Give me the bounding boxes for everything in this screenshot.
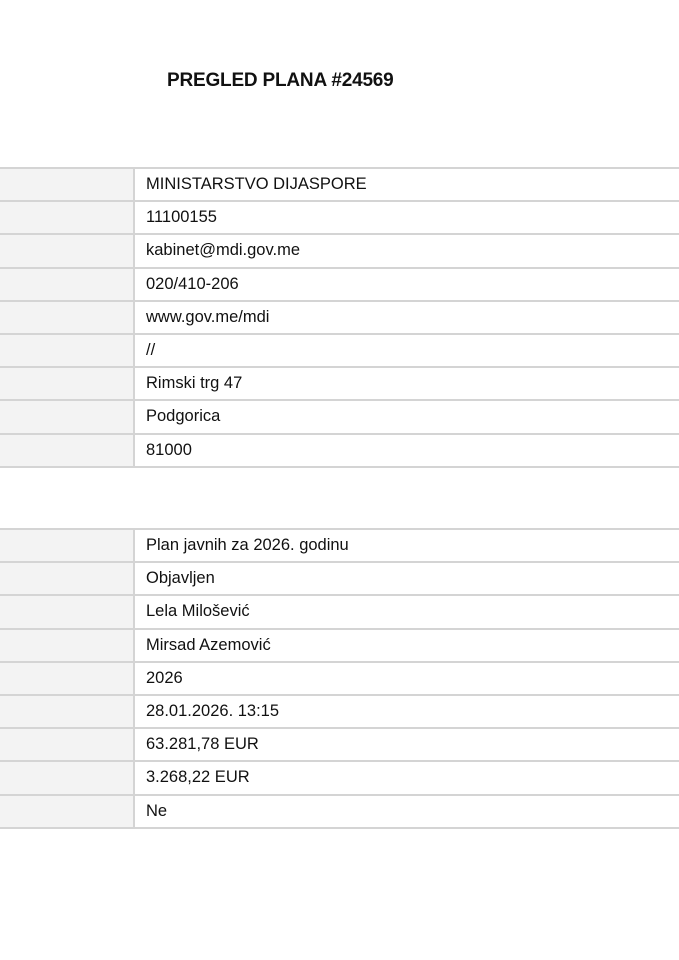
row-value-cell: 3.268,22 EUR bbox=[134, 760, 679, 796]
row-label-cell bbox=[0, 660, 135, 696]
row-value-cell: 63.281,78 EUR bbox=[134, 727, 679, 763]
row-label-cell bbox=[0, 166, 135, 203]
table-row: Rimski trg 47 bbox=[0, 366, 679, 402]
row-label-cell bbox=[0, 366, 135, 402]
row-label-cell bbox=[0, 793, 135, 829]
table-row: MINISTARSTVO DIJASPORE bbox=[0, 166, 679, 203]
row-label-cell bbox=[0, 399, 135, 435]
table-row: www.gov.me/mdi bbox=[0, 299, 679, 335]
table-row: Lela Milošević bbox=[0, 594, 679, 630]
institution-table: MINISTARSTVO DIJASPORE 11100155 kabinet@md… bbox=[0, 166, 679, 468]
row-value-cell: Rimski trg 47 bbox=[134, 366, 679, 402]
row-value-cell: Ne bbox=[134, 793, 679, 829]
table-row: 020/410-206 bbox=[0, 266, 679, 302]
table-row: Mirsad Azemović bbox=[0, 627, 679, 663]
row-value-cell: Plan javnih za 2026. godinu bbox=[134, 527, 679, 564]
table-row: kabinet@mdi.gov.me bbox=[0, 233, 679, 269]
row-value-cell: 28.01.2026. 13:15 bbox=[134, 693, 679, 730]
table-row: 28.01.2026. 13:15 bbox=[0, 693, 679, 730]
row-label-cell bbox=[0, 627, 135, 663]
table-row: Podgorica bbox=[0, 399, 679, 435]
row-value-cell: Podgorica bbox=[134, 399, 679, 435]
row-value-cell: 020/410-206 bbox=[134, 266, 679, 302]
row-value-cell: 2026 bbox=[134, 660, 679, 696]
row-label-cell bbox=[0, 760, 135, 796]
table-row: 63.281,78 EUR bbox=[0, 727, 679, 763]
row-label-cell bbox=[0, 561, 135, 597]
table-row: 11100155 bbox=[0, 200, 679, 236]
plan-table: Plan javnih za 2026. godinu Objavljen Lela… bbox=[0, 527, 679, 829]
row-label-cell bbox=[0, 432, 135, 468]
row-label-cell bbox=[0, 693, 135, 730]
row-value-cell: kabinet@mdi.gov.me bbox=[134, 233, 679, 269]
row-label-cell bbox=[0, 527, 135, 564]
table-row: Ne bbox=[0, 793, 679, 829]
row-value-cell: MINISTARSTVO DIJASPORE bbox=[134, 166, 679, 203]
page-title: PREGLED PLANA #24569 bbox=[167, 70, 394, 91]
row-value-cell: // bbox=[134, 332, 679, 369]
row-label-cell bbox=[0, 200, 135, 236]
row-label-cell bbox=[0, 299, 135, 335]
row-value-cell: 11100155 bbox=[134, 200, 679, 236]
table-row: // bbox=[0, 332, 679, 369]
row-value-cell: Lela Milošević bbox=[134, 594, 679, 630]
row-label-cell bbox=[0, 233, 135, 269]
table-row: 81000 bbox=[0, 432, 679, 468]
row-label-cell bbox=[0, 266, 135, 302]
table-row: 2026 bbox=[0, 660, 679, 696]
row-value-cell: Mirsad Azemović bbox=[134, 627, 679, 663]
table-row: Objavljen bbox=[0, 561, 679, 597]
row-value-cell: www.gov.me/mdi bbox=[134, 299, 679, 335]
row-value-cell: 81000 bbox=[134, 432, 679, 468]
row-label-cell bbox=[0, 332, 135, 369]
row-value-cell: Objavljen bbox=[134, 561, 679, 597]
row-label-cell bbox=[0, 727, 135, 763]
row-label-cell bbox=[0, 594, 135, 630]
table-row: Plan javnih za 2026. godinu bbox=[0, 527, 679, 564]
table-row: 3.268,22 EUR bbox=[0, 760, 679, 796]
